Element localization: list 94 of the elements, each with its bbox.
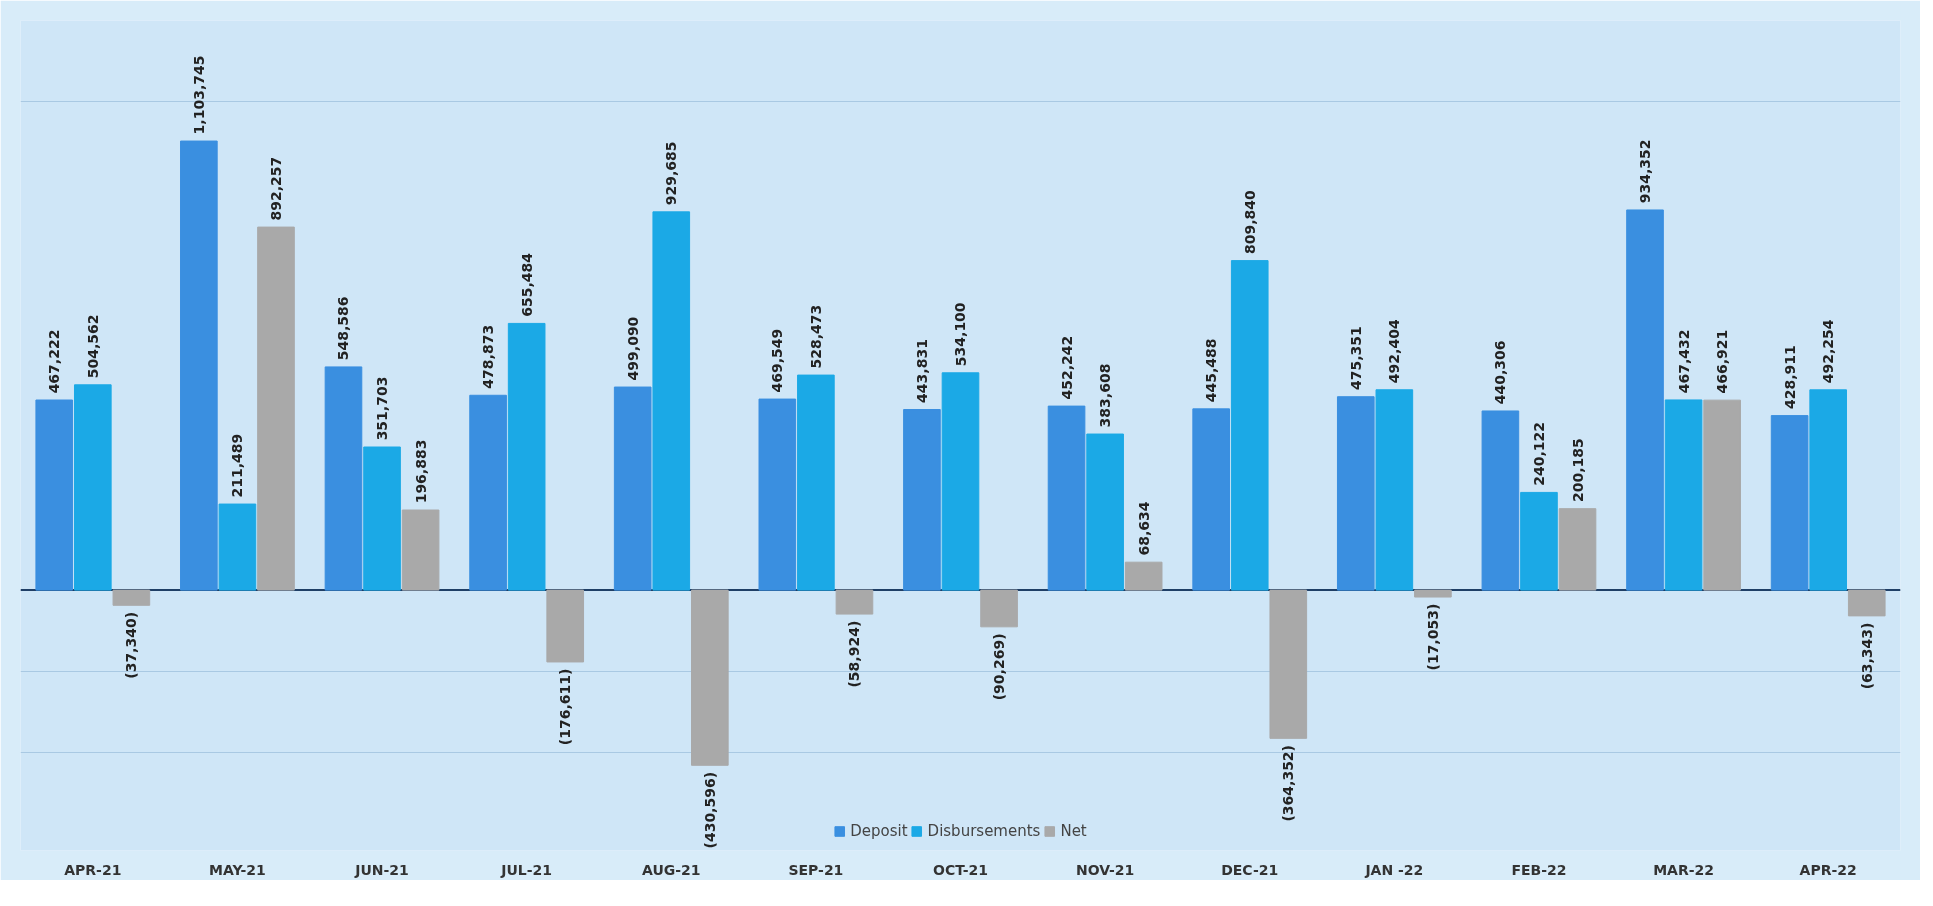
bar xyxy=(1847,589,1886,617)
bar xyxy=(1230,260,1269,591)
x-tick-label: SEP-21 xyxy=(788,861,844,878)
bar xyxy=(546,589,585,663)
data-label: 440,306 xyxy=(1492,340,1509,405)
data-label: 1,103,745 xyxy=(190,55,207,135)
data-label: 211,489 xyxy=(229,433,246,498)
bar xyxy=(758,398,797,591)
data-label: 467,432 xyxy=(1675,329,1692,394)
x-tick-label: NOV-21 xyxy=(1075,861,1135,878)
data-label: 934,352 xyxy=(1637,139,1654,204)
data-label: 469,549 xyxy=(769,328,786,393)
data-label: 492,254 xyxy=(1820,319,1837,384)
bar xyxy=(1664,399,1703,591)
data-label: 240,122 xyxy=(1530,422,1547,486)
data-label: 809,840 xyxy=(1241,189,1258,254)
bar xyxy=(180,140,218,591)
bar xyxy=(903,409,941,591)
bar xyxy=(1375,389,1414,591)
data-label: 443,831 xyxy=(913,339,930,403)
data-label: 478,873 xyxy=(480,324,497,389)
data-label: 196,883 xyxy=(412,439,429,504)
bar xyxy=(652,211,691,591)
data-label: 383,608 xyxy=(1097,363,1114,428)
x-tick-label: FEB-22 xyxy=(1511,861,1567,878)
data-label: (364,352) xyxy=(1280,744,1297,822)
data-label: 892,257 xyxy=(267,156,284,221)
data-label: 528,473 xyxy=(807,304,824,369)
x-tick-label: MAY-21 xyxy=(209,861,266,878)
data-label: 929,685 xyxy=(663,141,680,206)
bar xyxy=(1770,415,1809,591)
bar xyxy=(1520,491,1558,591)
bar xyxy=(1336,396,1375,591)
data-label: (176,611) xyxy=(557,668,574,746)
legend-label: Deposit xyxy=(850,822,908,840)
x-tick-label: APR-21 xyxy=(64,861,122,878)
bar xyxy=(1558,508,1597,591)
bar xyxy=(1192,408,1230,591)
data-label: 499,090 xyxy=(624,316,641,381)
data-label: 492,404 xyxy=(1386,319,1403,384)
data-label: 428,911 xyxy=(1781,345,1798,409)
data-label: 475,351 xyxy=(1347,326,1364,391)
bar xyxy=(1809,389,1848,591)
bar xyxy=(218,503,257,591)
data-label: 655,484 xyxy=(518,252,535,317)
bar xyxy=(401,509,440,591)
x-tick-label: JAN -22 xyxy=(1364,861,1424,878)
bar xyxy=(1626,209,1664,591)
x-tick-label: OCT-21 xyxy=(933,861,988,878)
data-label: (17,053) xyxy=(1424,603,1441,671)
bar xyxy=(1414,589,1452,598)
data-label: 504,562 xyxy=(84,314,101,379)
bar xyxy=(324,366,363,591)
bar xyxy=(112,589,151,606)
x-tick-label: JUL-21 xyxy=(500,861,553,878)
bar xyxy=(35,399,74,591)
bar xyxy=(363,446,401,591)
data-label: 548,586 xyxy=(335,296,352,361)
data-label: (90,269) xyxy=(991,633,1008,701)
bar xyxy=(691,589,729,766)
x-tick-label: DEC-21 xyxy=(1221,861,1279,878)
bar xyxy=(1703,399,1741,591)
data-label: 200,185 xyxy=(1569,438,1586,503)
bar xyxy=(1047,405,1086,591)
x-tick-label: APR-22 xyxy=(1799,861,1857,878)
x-tick-label: JUN-21 xyxy=(354,861,409,878)
bar xyxy=(257,226,295,591)
data-label: 68,634 xyxy=(1135,501,1152,556)
bar xyxy=(1086,433,1124,591)
bar xyxy=(797,374,835,591)
bar xyxy=(835,589,874,615)
bar xyxy=(613,386,652,591)
data-label: 351,703 xyxy=(374,376,391,441)
data-label: (63,343) xyxy=(1858,622,1875,690)
data-label: 467,222 xyxy=(46,329,63,394)
legend-label: Disbursements xyxy=(927,822,1041,840)
bar xyxy=(469,394,507,591)
bar xyxy=(980,589,1018,628)
data-label: (37,340) xyxy=(123,611,140,679)
data-label: 466,921 xyxy=(1714,329,1731,394)
x-tick-label: AUG-21 xyxy=(641,861,701,878)
bar xyxy=(1124,561,1163,591)
data-label: (430,596) xyxy=(701,771,718,849)
data-label: 445,488 xyxy=(1203,338,1220,403)
legend-label: Net xyxy=(1060,822,1087,840)
bar xyxy=(1269,589,1308,739)
data-label: 534,100 xyxy=(952,302,969,367)
bar xyxy=(941,372,980,591)
x-tick-label: MAR-22 xyxy=(1653,861,1714,878)
bar xyxy=(507,322,546,591)
data-label: (58,924) xyxy=(846,620,863,688)
data-label: 452,242 xyxy=(1058,335,1075,400)
bar xyxy=(73,384,112,591)
bar xyxy=(1481,410,1520,591)
